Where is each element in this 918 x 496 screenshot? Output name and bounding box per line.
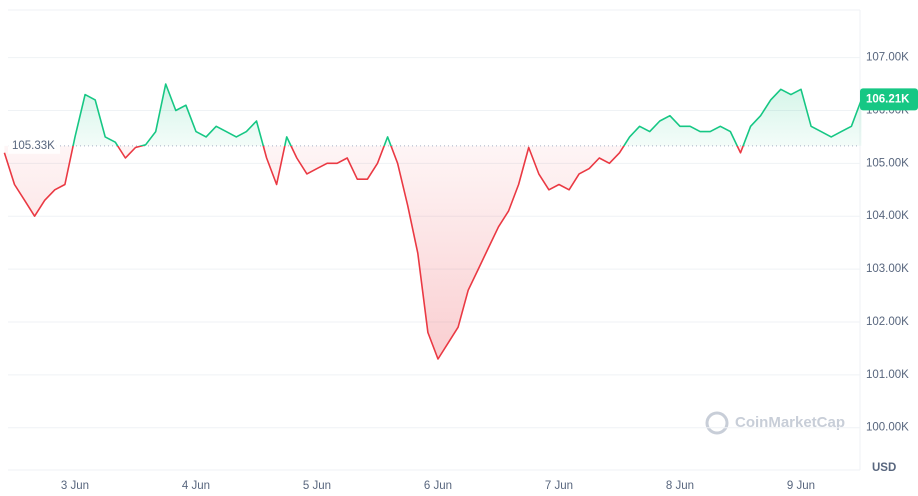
y-tick-label: 107.00K: [866, 52, 909, 64]
x-tick-label: 5 Jun: [303, 480, 331, 492]
x-tick-label: 7 Jun: [545, 480, 573, 492]
price-line: [3, 83, 863, 360]
watermark-text: CoinMarketCap: [735, 414, 845, 431]
y-tick-label: 102.00K: [866, 316, 909, 328]
last-price-label: 106.21K: [866, 93, 910, 105]
baseline-label: 105.33K: [12, 140, 55, 152]
x-tick-label: 9 Jun: [787, 480, 815, 492]
y-tick-label: 103.00K: [866, 263, 909, 275]
last-price-tag: [860, 88, 918, 111]
watermark-logo: [705, 411, 729, 435]
x-tick-label: 4 Jun: [182, 480, 210, 492]
y-tick-label: 104.00K: [866, 210, 909, 222]
x-tick-label: 3 Jun: [61, 480, 89, 492]
y-axis-label: USD: [872, 462, 896, 474]
watermark: CoinMarketCap: [705, 411, 845, 435]
x-tick-label: 6 Jun: [424, 480, 452, 492]
y-tick-label: 105.00K: [866, 157, 909, 169]
y-tick-label: 100.00K: [866, 422, 909, 434]
baseline-label-bg: [8, 137, 60, 154]
y-tick-label: 101.00K: [866, 369, 909, 381]
x-tick-label: 8 Jun: [666, 480, 694, 492]
price-area: [4, 84, 862, 359]
